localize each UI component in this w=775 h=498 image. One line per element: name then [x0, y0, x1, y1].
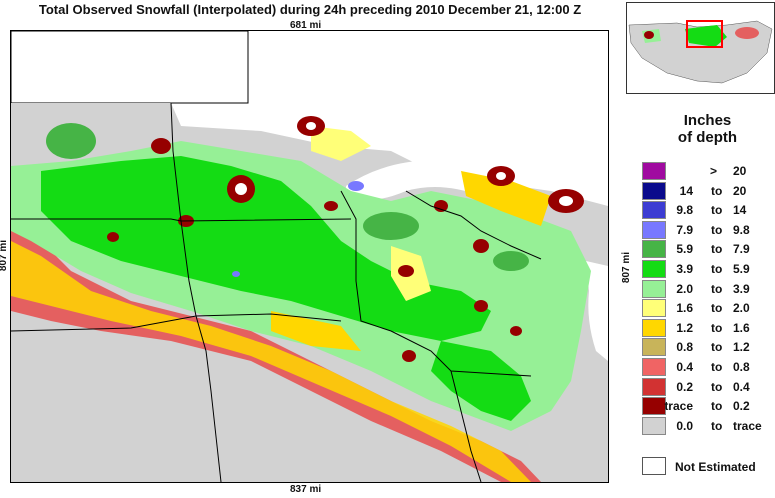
- legend-title-line2: of depth: [677, 129, 738, 146]
- us-overview-graphic: [627, 3, 774, 93]
- legend-to-word: to: [711, 222, 723, 237]
- legend-to-word: to: [711, 281, 723, 296]
- legend-to-word: to: [711, 242, 723, 257]
- legend-high-value: 0.8: [733, 360, 750, 374]
- bottom-distance-label: 837 mi: [290, 484, 322, 495]
- not-estimated-swatch: [642, 457, 666, 475]
- legend-high-value: 5.9: [733, 262, 750, 276]
- legend-to-word: to: [711, 183, 723, 198]
- legend-low-value: 2.0: [676, 281, 693, 296]
- legend-row: 5.9 to 7.9: [642, 240, 775, 259]
- legend-swatch: [642, 377, 666, 396]
- legend-to-word: to: [711, 340, 723, 355]
- legend-row: 14 to 20: [642, 181, 775, 201]
- legend-high-value: 0.2: [733, 399, 750, 414]
- legend-to-word: to: [711, 320, 723, 335]
- legend-swatch: [642, 240, 666, 259]
- legend-title-line1: Inches: [683, 112, 732, 129]
- legend-high-value: 0.4: [733, 379, 750, 394]
- legend-swatch: [642, 358, 666, 376]
- legend-row: 9.8 to 14: [642, 201, 775, 220]
- legend-row: 3.9 to 5.9: [642, 260, 775, 279]
- legend-greater-than: >: [710, 164, 718, 178]
- legend-to-word: to: [711, 262, 723, 276]
- legend-to-word: to: [711, 301, 723, 316]
- legend-row: trace to 0.2: [642, 397, 775, 416]
- legend-to-word: to: [711, 360, 723, 374]
- legend-high-value: 1.2: [733, 340, 750, 355]
- legend-row: >20: [642, 162, 775, 181]
- top-distance-label: 681 mi: [290, 20, 322, 31]
- legend-high-value: 20: [733, 183, 747, 198]
- legend-row: 0.4 to 0.8: [642, 358, 775, 377]
- legend-low-value: 0.2: [676, 379, 693, 394]
- legend-low-value: 9.8: [676, 203, 693, 218]
- legend-swatch: [642, 279, 666, 298]
- legend-to-word: to: [711, 399, 723, 414]
- legend-to-word: to: [711, 379, 723, 394]
- legend-swatch: [642, 260, 666, 278]
- legend-row: 1.2 to 1.6: [642, 318, 775, 338]
- legend-row: 0.2 to 0.4: [642, 377, 775, 397]
- legend-swatch: [642, 299, 666, 318]
- legend-to-word: to: [711, 203, 723, 218]
- legend-low-value: 0.0: [676, 418, 693, 433]
- legend-low-value: 7.9: [676, 222, 693, 237]
- legend-low-value: 5.9: [676, 242, 693, 257]
- legend-row: 0.8 to 1.2: [642, 338, 775, 357]
- map-title: Total Observed Snowfall (Interpolated) d…: [38, 2, 582, 17]
- legend-swatch: [642, 162, 666, 180]
- not-estimated-label: Not Estimated: [675, 460, 756, 474]
- legend-title: Inches of depth: [640, 112, 775, 146]
- legend-low-value: 0.8: [676, 340, 693, 355]
- legend-high-value: trace: [733, 418, 762, 433]
- legend-row: 7.9 to 9.8: [642, 220, 775, 240]
- legend-row: 1.6 to 2.0: [642, 299, 775, 318]
- not-estimated-entry: Not Estimated: [642, 457, 762, 477]
- left-distance-label: 807 mi: [0, 239, 10, 272]
- legend-low-value: trace: [664, 399, 693, 414]
- legend-low-value: 3.9: [676, 262, 693, 276]
- overview-inset-map: [626, 2, 775, 94]
- legend-to-word: to: [711, 418, 723, 433]
- legend-high-value: 3.9: [733, 281, 750, 296]
- legend-high-value: 7.9: [733, 242, 750, 257]
- legend-swatch: [642, 201, 666, 220]
- legend-low-value: 1.2: [676, 320, 693, 335]
- right-distance-label: 807 mi: [621, 251, 633, 284]
- legend-high-value: 14: [733, 203, 747, 218]
- legend-high-value: 1.6: [733, 320, 750, 335]
- legend-row: 0.0 to trace: [642, 416, 775, 436]
- legend-swatch: [642, 181, 666, 200]
- legend-swatch: [642, 318, 666, 337]
- legend-swatch: [642, 416, 666, 435]
- legend-swatch: [642, 397, 666, 416]
- snowfall-map-graphic: [11, 31, 608, 482]
- legend-high-value: 20: [733, 164, 747, 178]
- legend-high-value: 2.0: [733, 301, 750, 316]
- snowfall-map[interactable]: [10, 30, 609, 483]
- legend-swatch: [642, 220, 666, 239]
- legend-swatch: [642, 338, 666, 357]
- legend-low-value: 1.6: [676, 301, 693, 316]
- legend-row: 2.0 to 3.9: [642, 279, 775, 299]
- legend-low-value: 0.4: [676, 360, 693, 374]
- legend-high-value: 9.8: [733, 222, 750, 237]
- legend-low-value: 14: [679, 183, 693, 198]
